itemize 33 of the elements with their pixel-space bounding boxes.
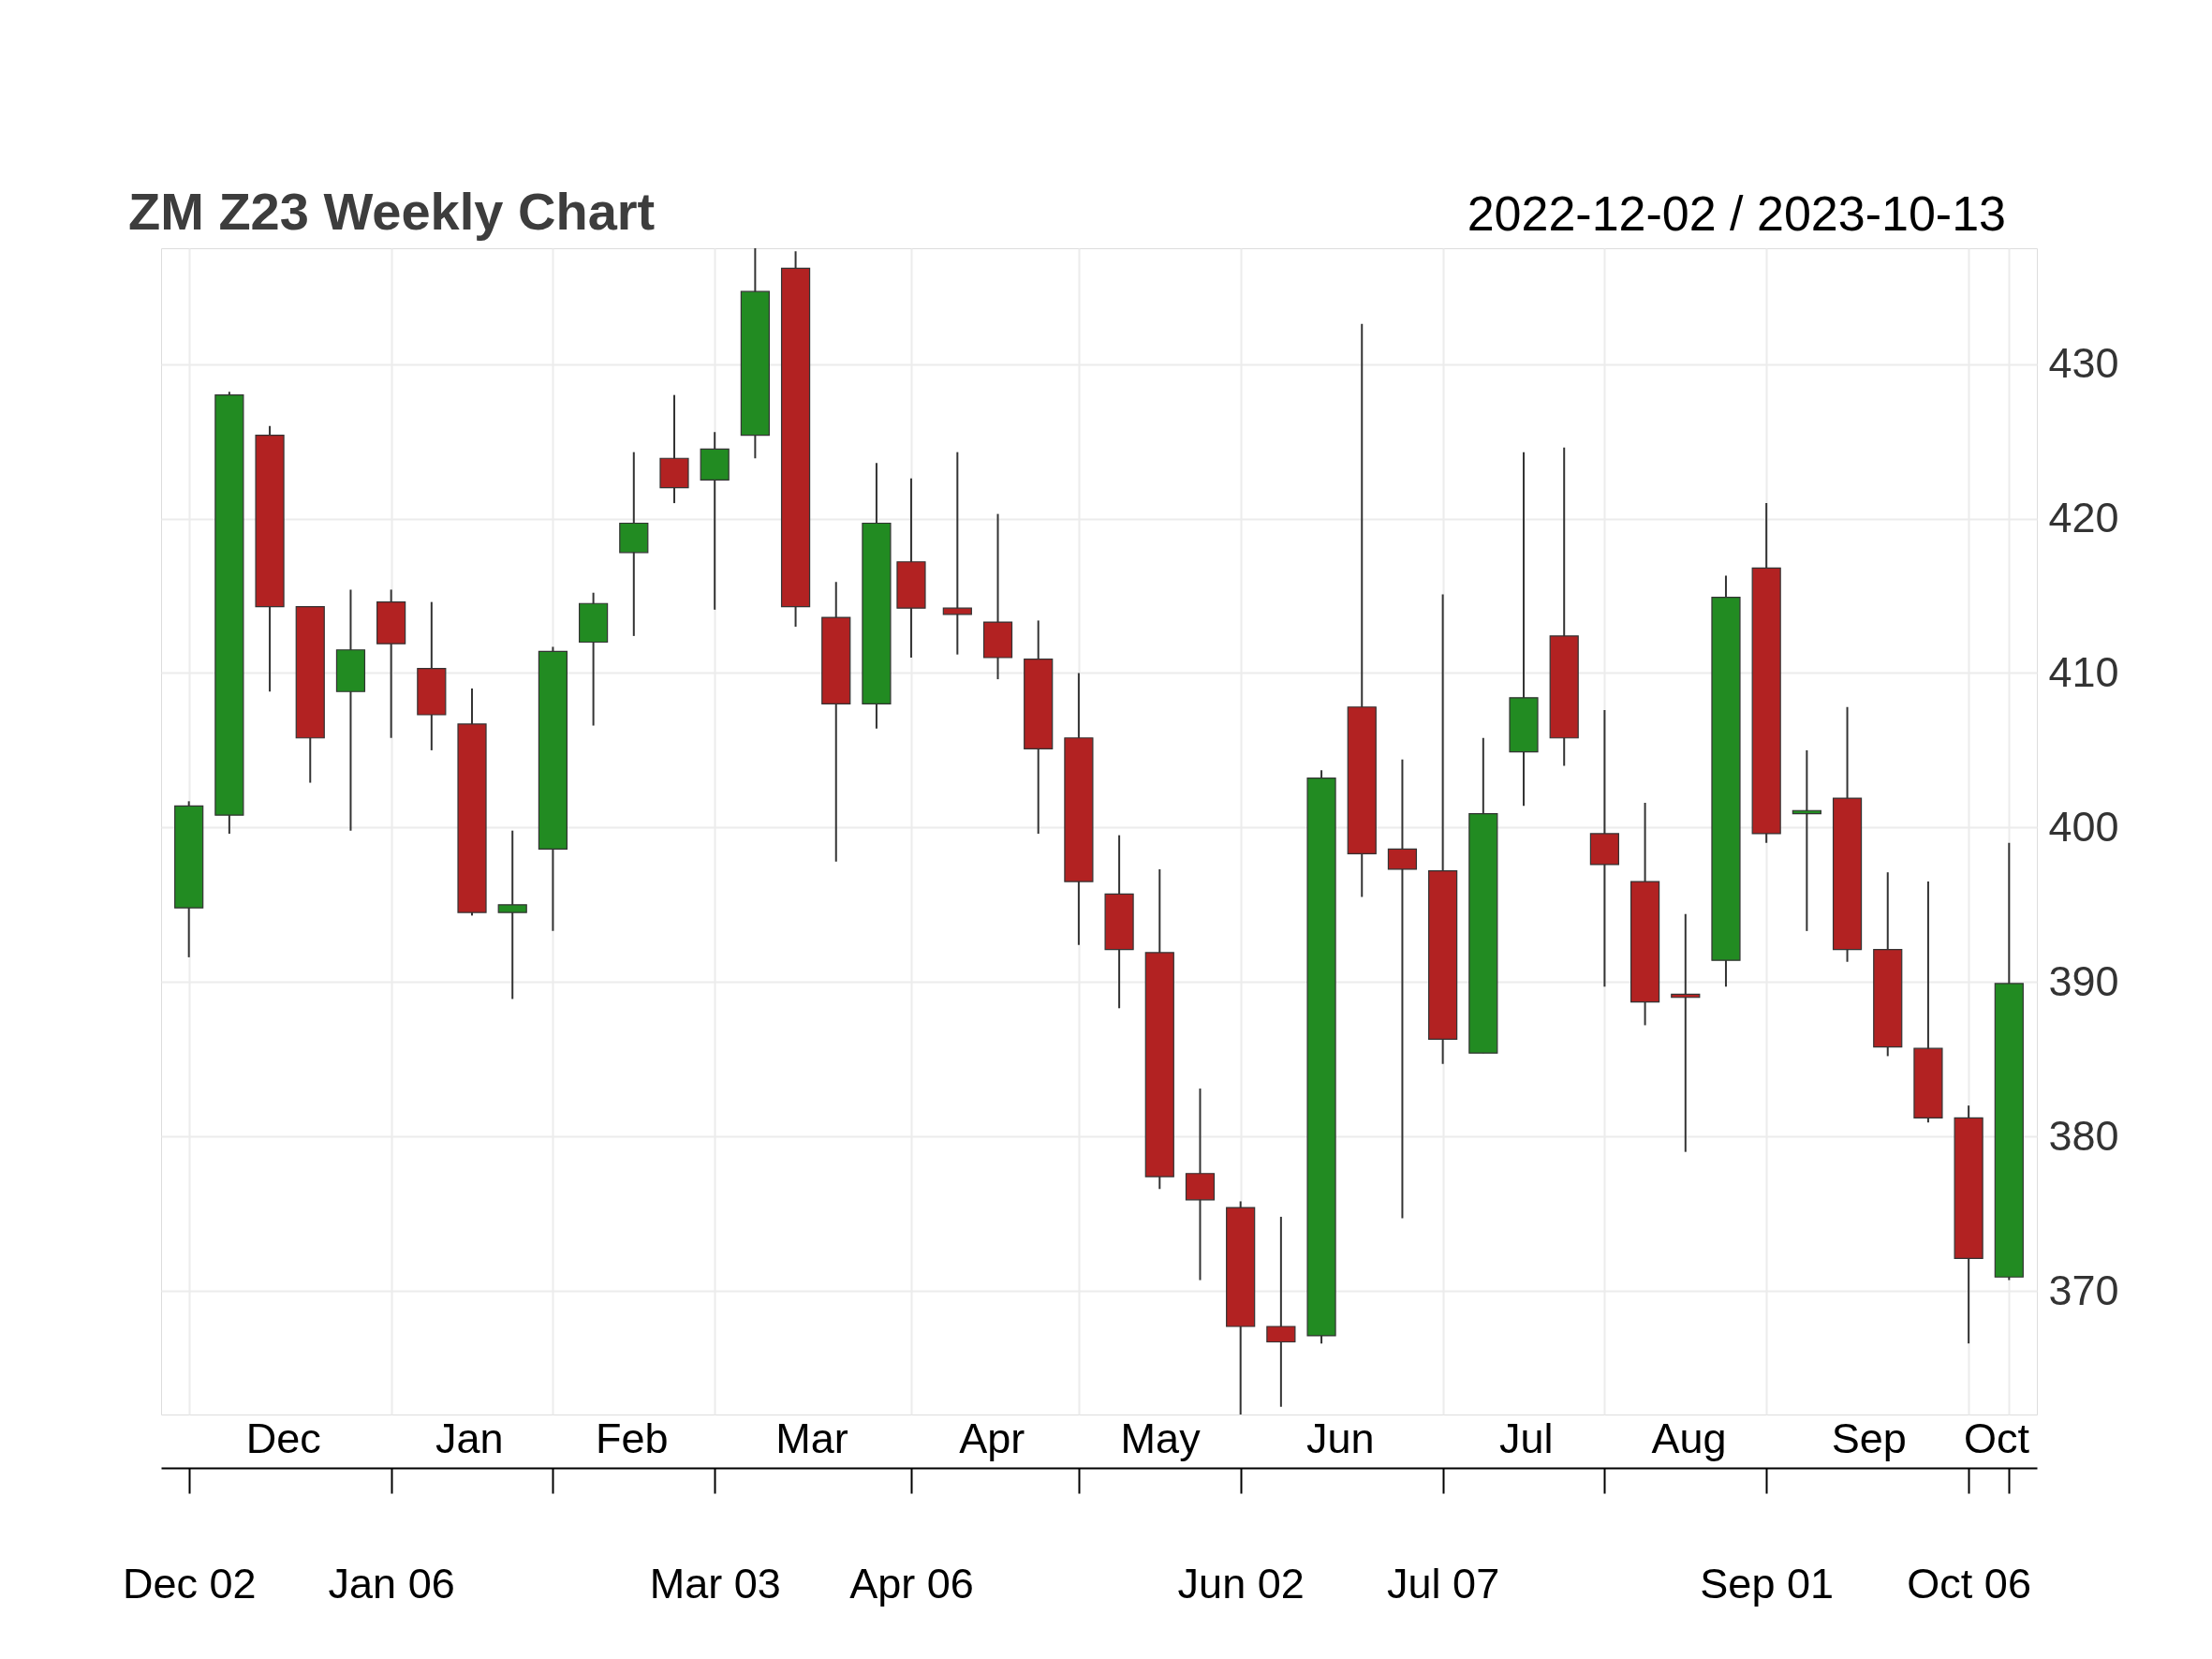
x2-tick-label: Mar	[775, 1414, 848, 1462]
y-tick-label: 370	[2048, 1266, 2119, 1314]
x2-tick-label: Feb	[596, 1414, 669, 1462]
x2-tick-label: May	[1120, 1414, 1202, 1462]
x2-tick-label: Oct	[1964, 1414, 2030, 1462]
x2-tick-label: Jul	[1499, 1414, 1554, 1462]
x-tick-label: Sep 01	[1700, 1559, 1834, 1607]
x2-tick-label: Sep	[1831, 1414, 1907, 1462]
x-tick-label: Apr 06	[849, 1559, 974, 1607]
x2-tick-label: Jan	[435, 1414, 504, 1462]
candlestick	[1387, 758, 1418, 1220]
chart-title: ZM Z23 Weekly Chart	[128, 182, 656, 241]
x-tick-label: Jun 02	[1177, 1559, 1305, 1607]
y-tick-label: 410	[2048, 647, 2119, 696]
candlestick	[942, 451, 972, 656]
x2-tick-label: Apr	[959, 1414, 1025, 1462]
x-tick-label: Jan 06	[328, 1559, 455, 1607]
y-tick-label: 400	[2048, 802, 2119, 851]
y-tick-label: 390	[2048, 956, 2119, 1005]
x-tick-label: Mar 03	[649, 1559, 781, 1607]
candlestick	[497, 829, 527, 1000]
y-tick-label: 420	[2048, 494, 2119, 542]
x-tick-label: Oct 06	[1907, 1559, 2031, 1607]
y-tick-label: 380	[2048, 1111, 2119, 1160]
x-tick-label: Dec 02	[122, 1559, 257, 1607]
candlestick	[1266, 1215, 1296, 1408]
chart-subtitle: 2022-12-02 / 2023-10-13	[1467, 186, 2006, 241]
x2-tick-label: Dec	[245, 1414, 321, 1462]
x2-tick-label: Jun	[1306, 1414, 1375, 1462]
x2-tick-label: Aug	[1651, 1414, 1727, 1462]
candlestick	[1589, 709, 1619, 988]
x-tick-label: Jul 07	[1387, 1559, 1500, 1607]
y-tick-label: 430	[2048, 339, 2119, 388]
